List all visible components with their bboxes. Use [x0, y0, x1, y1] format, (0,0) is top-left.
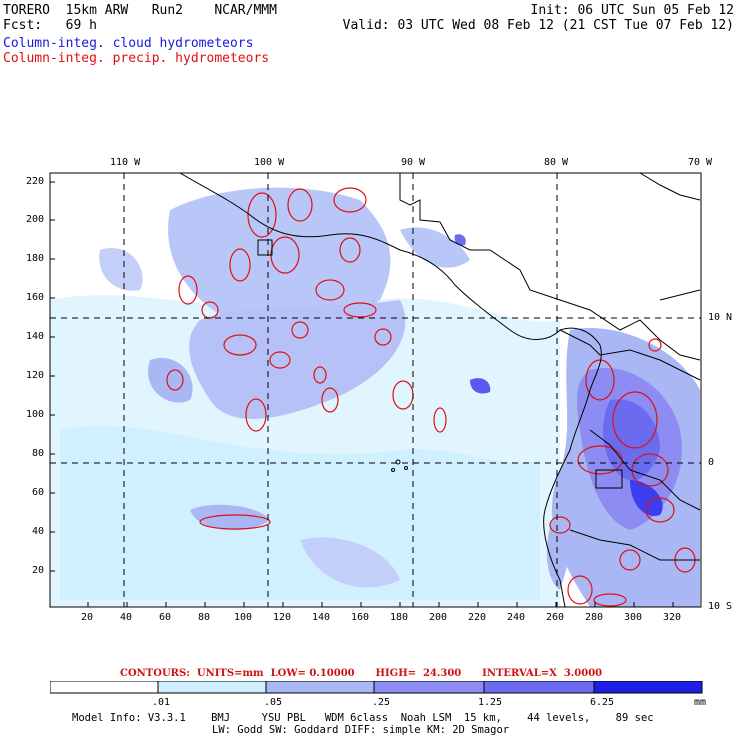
- axis-ticks: [50, 181, 674, 607]
- x-tick: 100: [234, 612, 253, 623]
- colorbar-label: 6.25: [590, 697, 615, 708]
- x-tick: 160: [351, 612, 370, 623]
- y-tick: 140: [26, 331, 45, 342]
- y-tick: 160: [26, 292, 45, 303]
- y-tick: 180: [26, 253, 45, 264]
- contours-info: CONTOURS: UNITS=mm LOW= 0.10000 HIGH= 24…: [120, 668, 603, 679]
- colorbar-label: .25: [372, 697, 391, 708]
- x-tick: 80: [198, 612, 211, 623]
- colorbar-bin: [483, 681, 595, 694]
- lon-label-80w: 80 W: [544, 157, 569, 168]
- x-tick: 240: [507, 612, 526, 623]
- legend-cloud-hydrometeors: Column-integ. cloud hydrometeors: [3, 36, 254, 51]
- y-tick: 60: [32, 487, 45, 498]
- colorbar-label: .05: [264, 697, 283, 708]
- lon-label-90w: 90 W: [401, 157, 426, 168]
- y-tick: 100: [26, 409, 45, 420]
- lon-label-100w: 100 W: [254, 157, 285, 168]
- x-tick: 320: [663, 612, 682, 623]
- x-tick: 60: [159, 612, 172, 623]
- colorbar-bin: [50, 681, 159, 694]
- coastlines: [179, 173, 701, 607]
- map-frame: [49, 172, 702, 608]
- colorbar-bin: [593, 681, 703, 694]
- y-tick: 220: [26, 176, 45, 187]
- colorbar-bin: [157, 681, 267, 694]
- x-tick: 300: [624, 612, 643, 623]
- x-tick: 20: [81, 612, 94, 623]
- colorbar-label: .01: [152, 697, 171, 708]
- colorbar: [50, 681, 703, 694]
- forecast-hour: Fcst: 69 h: [3, 18, 97, 33]
- x-tick: 120: [273, 612, 292, 623]
- lon-label-110w: 110 W: [110, 157, 141, 168]
- x-tick: 220: [468, 612, 487, 623]
- colorbar-label: 1.25: [478, 697, 503, 708]
- lat-label-10n: 10 N: [708, 312, 733, 323]
- header-title: TORERO 15km ARW Run2 NCAR/MMM: [3, 3, 277, 18]
- x-tick: 140: [312, 612, 331, 623]
- lat-label-10s: 10 S: [708, 601, 733, 612]
- colorbar-unit: mm: [694, 697, 707, 708]
- model-info: Model Info: V3.3.1 BMJ YSU PBL WDM 6clas…: [72, 712, 654, 724]
- model-physics: LW: Godd SW: Goddard DIFF: simple KM: 2D…: [212, 724, 510, 736]
- colorbar-bin: [373, 681, 485, 694]
- lat-label-0: 0: [708, 457, 715, 468]
- cloud-field: [50, 173, 701, 607]
- colorbar-bin: [265, 681, 375, 694]
- valid-time: Valid: 03 UTC Wed 08 Feb 12 (21 CST Tue …: [342, 18, 734, 33]
- y-tick: 20: [32, 565, 45, 576]
- x-tick: 200: [429, 612, 448, 623]
- y-tick: 200: [26, 214, 45, 225]
- y-tick: 40: [32, 526, 45, 537]
- x-tick: 280: [585, 612, 604, 623]
- legend-precip-hydrometeors: Column-integ. precip. hydrometeors: [3, 51, 270, 66]
- x-tick: 260: [546, 612, 565, 623]
- lon-label-70w: 70 W: [688, 157, 713, 168]
- y-tick: 120: [26, 370, 45, 381]
- y-tick: 80: [32, 448, 45, 459]
- x-tick: 40: [120, 612, 133, 623]
- init-time: Init: 06 UTC Sun 05 Feb 12: [530, 3, 735, 18]
- graticule: [50, 173, 701, 607]
- x-tick: 180: [390, 612, 409, 623]
